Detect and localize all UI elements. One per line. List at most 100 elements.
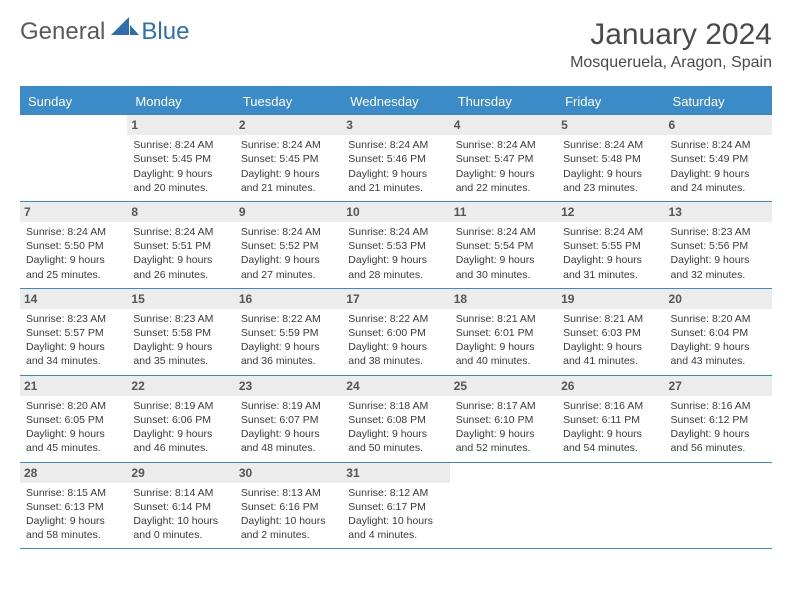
- day-info: Sunrise: 8:24 AMSunset: 5:53 PMDaylight:…: [348, 225, 443, 282]
- day-number: 2: [235, 115, 342, 135]
- day-cell: 12Sunrise: 8:24 AMSunset: 5:55 PMDayligh…: [557, 202, 664, 288]
- day-info: Sunrise: 8:20 AMSunset: 6:05 PMDaylight:…: [26, 399, 121, 456]
- day-cell: 24 Sunrise: 8:18 AMSunset: 6:08 PMDayligh…: [342, 376, 449, 462]
- day-number: 8: [127, 202, 234, 222]
- day-cell: 30Sunrise: 8:13 AMSunset: 6:16 PMDayligh…: [235, 463, 342, 549]
- day-cell: 8Sunrise: 8:24 AMSunset: 5:51 PMDaylight…: [127, 202, 234, 288]
- day-cell: 17 Sunrise: 8:22 AMSunset: 6:00 PMDayligh…: [342, 289, 449, 375]
- day-cell: 13Sunrise: 8:23 AMSunset: 5:56 PMDayligh…: [665, 202, 772, 288]
- day-number: 6: [665, 115, 772, 135]
- day-cell: 11 Sunrise: 8:24 AMSunset: 5:54 PMDayligh…: [450, 202, 557, 288]
- day-info: Sunrise: 8:23 AMSunset: 5:57 PMDaylight:…: [26, 312, 121, 369]
- day-number: 18: [450, 289, 557, 309]
- day-info: Sunrise: 8:24 AMSunset: 5:55 PMDaylight:…: [563, 225, 658, 282]
- day-cell: 6 Sunrise: 8:24 AMSunset: 5:49 PMDaylight…: [665, 115, 772, 201]
- week-row: 21 Sunrise: 8:20 AMSunset: 6:05 PMDayligh…: [20, 376, 772, 463]
- day-cell: 19 Sunrise: 8:21 AMSunset: 6:03 PMDayligh…: [557, 289, 664, 375]
- day-cell: 4 Sunrise: 8:24 AMSunset: 5:47 PMDaylight…: [450, 115, 557, 201]
- day-cell: 10 Sunrise: 8:24 AMSunset: 5:53 PMDayligh…: [342, 202, 449, 288]
- day-cell: 22 Sunrise: 8:19 AMSunset: 6:06 PMDayligh…: [127, 376, 234, 462]
- day-info: Sunrise: 8:21 AMSunset: 6:03 PMDaylight:…: [563, 312, 658, 369]
- day-number: 10: [342, 202, 449, 222]
- weekday-header: Sunday Monday Tuesday Wednesday Thursday…: [20, 88, 772, 115]
- day-number: 24: [342, 376, 449, 396]
- day-cell: 7 Sunrise: 8:24 AMSunset: 5:50 PMDaylight…: [20, 202, 127, 288]
- day-info: Sunrise: 8:24 AMSunset: 5:49 PMDaylight:…: [671, 138, 766, 195]
- day-info: Sunrise: 8:24 AMSunset: 5:52 PMDaylight:…: [241, 225, 336, 282]
- day-cell: 1 Sunrise: 8:24 AMSunset: 5:45 PMDaylight…: [127, 115, 234, 201]
- day-cell: 9 Sunrise: 8:24 AMSunset: 5:52 PMDaylight…: [235, 202, 342, 288]
- week-row: 14 Sunrise: 8:23 AMSunset: 5:57 PMDayligh…: [20, 289, 772, 376]
- day-cell: 2 Sunrise: 8:24 AMSunset: 5:45 PMDaylight…: [235, 115, 342, 201]
- day-info: Sunrise: 8:12 AMSunset: 6:17 PMDaylight:…: [348, 486, 443, 543]
- day-number: 4: [450, 115, 557, 135]
- day-info: Sunrise: 8:19 AMSunset: 6:06 PMDaylight:…: [133, 399, 228, 456]
- day-number: 1: [127, 115, 234, 135]
- day-cell: 16 Sunrise: 8:22 AMSunset: 5:59 PMDayligh…: [235, 289, 342, 375]
- day-number: 25: [450, 376, 557, 396]
- weekday-mon: Monday: [127, 88, 234, 115]
- day-info: Sunrise: 8:19 AMSunset: 6:07 PMDaylight:…: [241, 399, 336, 456]
- day-info: Sunrise: 8:22 AMSunset: 6:00 PMDaylight:…: [348, 312, 443, 369]
- day-number: 22: [127, 376, 234, 396]
- day-info: Sunrise: 8:23 AMSunset: 5:58 PMDaylight:…: [133, 312, 228, 369]
- day-number: 7: [20, 202, 127, 222]
- day-cell: 27Sunrise: 8:16 AMSunset: 6:12 PMDayligh…: [665, 376, 772, 462]
- day-info: Sunrise: 8:20 AMSunset: 6:04 PMDaylight:…: [671, 312, 766, 369]
- weekday-sat: Saturday: [665, 88, 772, 115]
- day-info: Sunrise: 8:16 AMSunset: 6:11 PMDaylight:…: [563, 399, 658, 456]
- header: General Blue January 2024 Mosqueruela, A…: [20, 18, 772, 72]
- title-location: Mosqueruela, Aragon, Spain: [570, 54, 772, 72]
- day-info: Sunrise: 8:14 AMSunset: 6:14 PMDaylight:…: [133, 486, 228, 543]
- day-number: 21: [20, 376, 127, 396]
- weekday-wed: Wednesday: [342, 88, 449, 115]
- day-info: Sunrise: 8:24 AMSunset: 5:47 PMDaylight:…: [456, 138, 551, 195]
- weekday-fri: Friday: [557, 88, 664, 115]
- day-cell: [665, 463, 772, 549]
- day-info: Sunrise: 8:24 AMSunset: 5:48 PMDaylight:…: [563, 138, 658, 195]
- day-cell: 29Sunrise: 8:14 AMSunset: 6:14 PMDayligh…: [127, 463, 234, 549]
- day-number: 9: [235, 202, 342, 222]
- day-number: 3: [342, 115, 449, 135]
- day-cell: 20Sunrise: 8:20 AMSunset: 6:04 PMDayligh…: [665, 289, 772, 375]
- day-info: Sunrise: 8:17 AMSunset: 6:10 PMDaylight:…: [456, 399, 551, 456]
- day-info: Sunrise: 8:24 AMSunset: 5:46 PMDaylight:…: [348, 138, 443, 195]
- day-cell: [20, 115, 127, 201]
- calendar: Sunday Monday Tuesday Wednesday Thursday…: [20, 86, 772, 549]
- day-cell: 23 Sunrise: 8:19 AMSunset: 6:07 PMDayligh…: [235, 376, 342, 462]
- day-number: 28: [20, 463, 127, 483]
- day-info: Sunrise: 8:13 AMSunset: 6:16 PMDaylight:…: [241, 486, 336, 543]
- day-number: 5: [557, 115, 664, 135]
- day-cell: 3 Sunrise: 8:24 AMSunset: 5:46 PMDaylight…: [342, 115, 449, 201]
- day-number: 11: [450, 202, 557, 222]
- day-number: 13: [665, 202, 772, 222]
- day-cell: 5 Sunrise: 8:24 AMSunset: 5:48 PMDaylight…: [557, 115, 664, 201]
- day-info: Sunrise: 8:24 AMSunset: 5:50 PMDaylight:…: [26, 225, 121, 282]
- weekday-tue: Tuesday: [235, 88, 342, 115]
- day-number: 14: [20, 289, 127, 309]
- week-row: 7 Sunrise: 8:24 AMSunset: 5:50 PMDaylight…: [20, 202, 772, 289]
- week-row: 1 Sunrise: 8:24 AMSunset: 5:45 PMDaylight…: [20, 115, 772, 202]
- day-number: 23: [235, 376, 342, 396]
- day-info: Sunrise: 8:24 AMSunset: 5:45 PMDaylight:…: [241, 138, 336, 195]
- day-number: 17: [342, 289, 449, 309]
- day-cell: 15Sunrise: 8:23 AMSunset: 5:58 PMDayligh…: [127, 289, 234, 375]
- day-number: 31: [342, 463, 449, 483]
- day-cell: 18Sunrise: 8:21 AMSunset: 6:01 PMDayligh…: [450, 289, 557, 375]
- day-cell: 25 Sunrise: 8:17 AMSunset: 6:10 PMDayligh…: [450, 376, 557, 462]
- day-cell: 28 Sunrise: 8:15 AMSunset: 6:13 PMDayligh…: [20, 463, 127, 549]
- day-cell: [557, 463, 664, 549]
- logo-sail-icon: [111, 17, 139, 42]
- weeks-container: 1 Sunrise: 8:24 AMSunset: 5:45 PMDaylight…: [20, 115, 772, 549]
- day-info: Sunrise: 8:24 AMSunset: 5:54 PMDaylight:…: [456, 225, 551, 282]
- day-number: 19: [557, 289, 664, 309]
- day-info: Sunrise: 8:18 AMSunset: 6:08 PMDaylight:…: [348, 399, 443, 456]
- day-cell: 26Sunrise: 8:16 AMSunset: 6:11 PMDayligh…: [557, 376, 664, 462]
- day-info: Sunrise: 8:15 AMSunset: 6:13 PMDaylight:…: [26, 486, 121, 543]
- weekday-sun: Sunday: [20, 88, 127, 115]
- day-info: Sunrise: 8:24 AMSunset: 5:45 PMDaylight:…: [133, 138, 228, 195]
- day-info: Sunrise: 8:22 AMSunset: 5:59 PMDaylight:…: [241, 312, 336, 369]
- day-info: Sunrise: 8:16 AMSunset: 6:12 PMDaylight:…: [671, 399, 766, 456]
- logo: General Blue: [20, 18, 189, 46]
- day-number: 16: [235, 289, 342, 309]
